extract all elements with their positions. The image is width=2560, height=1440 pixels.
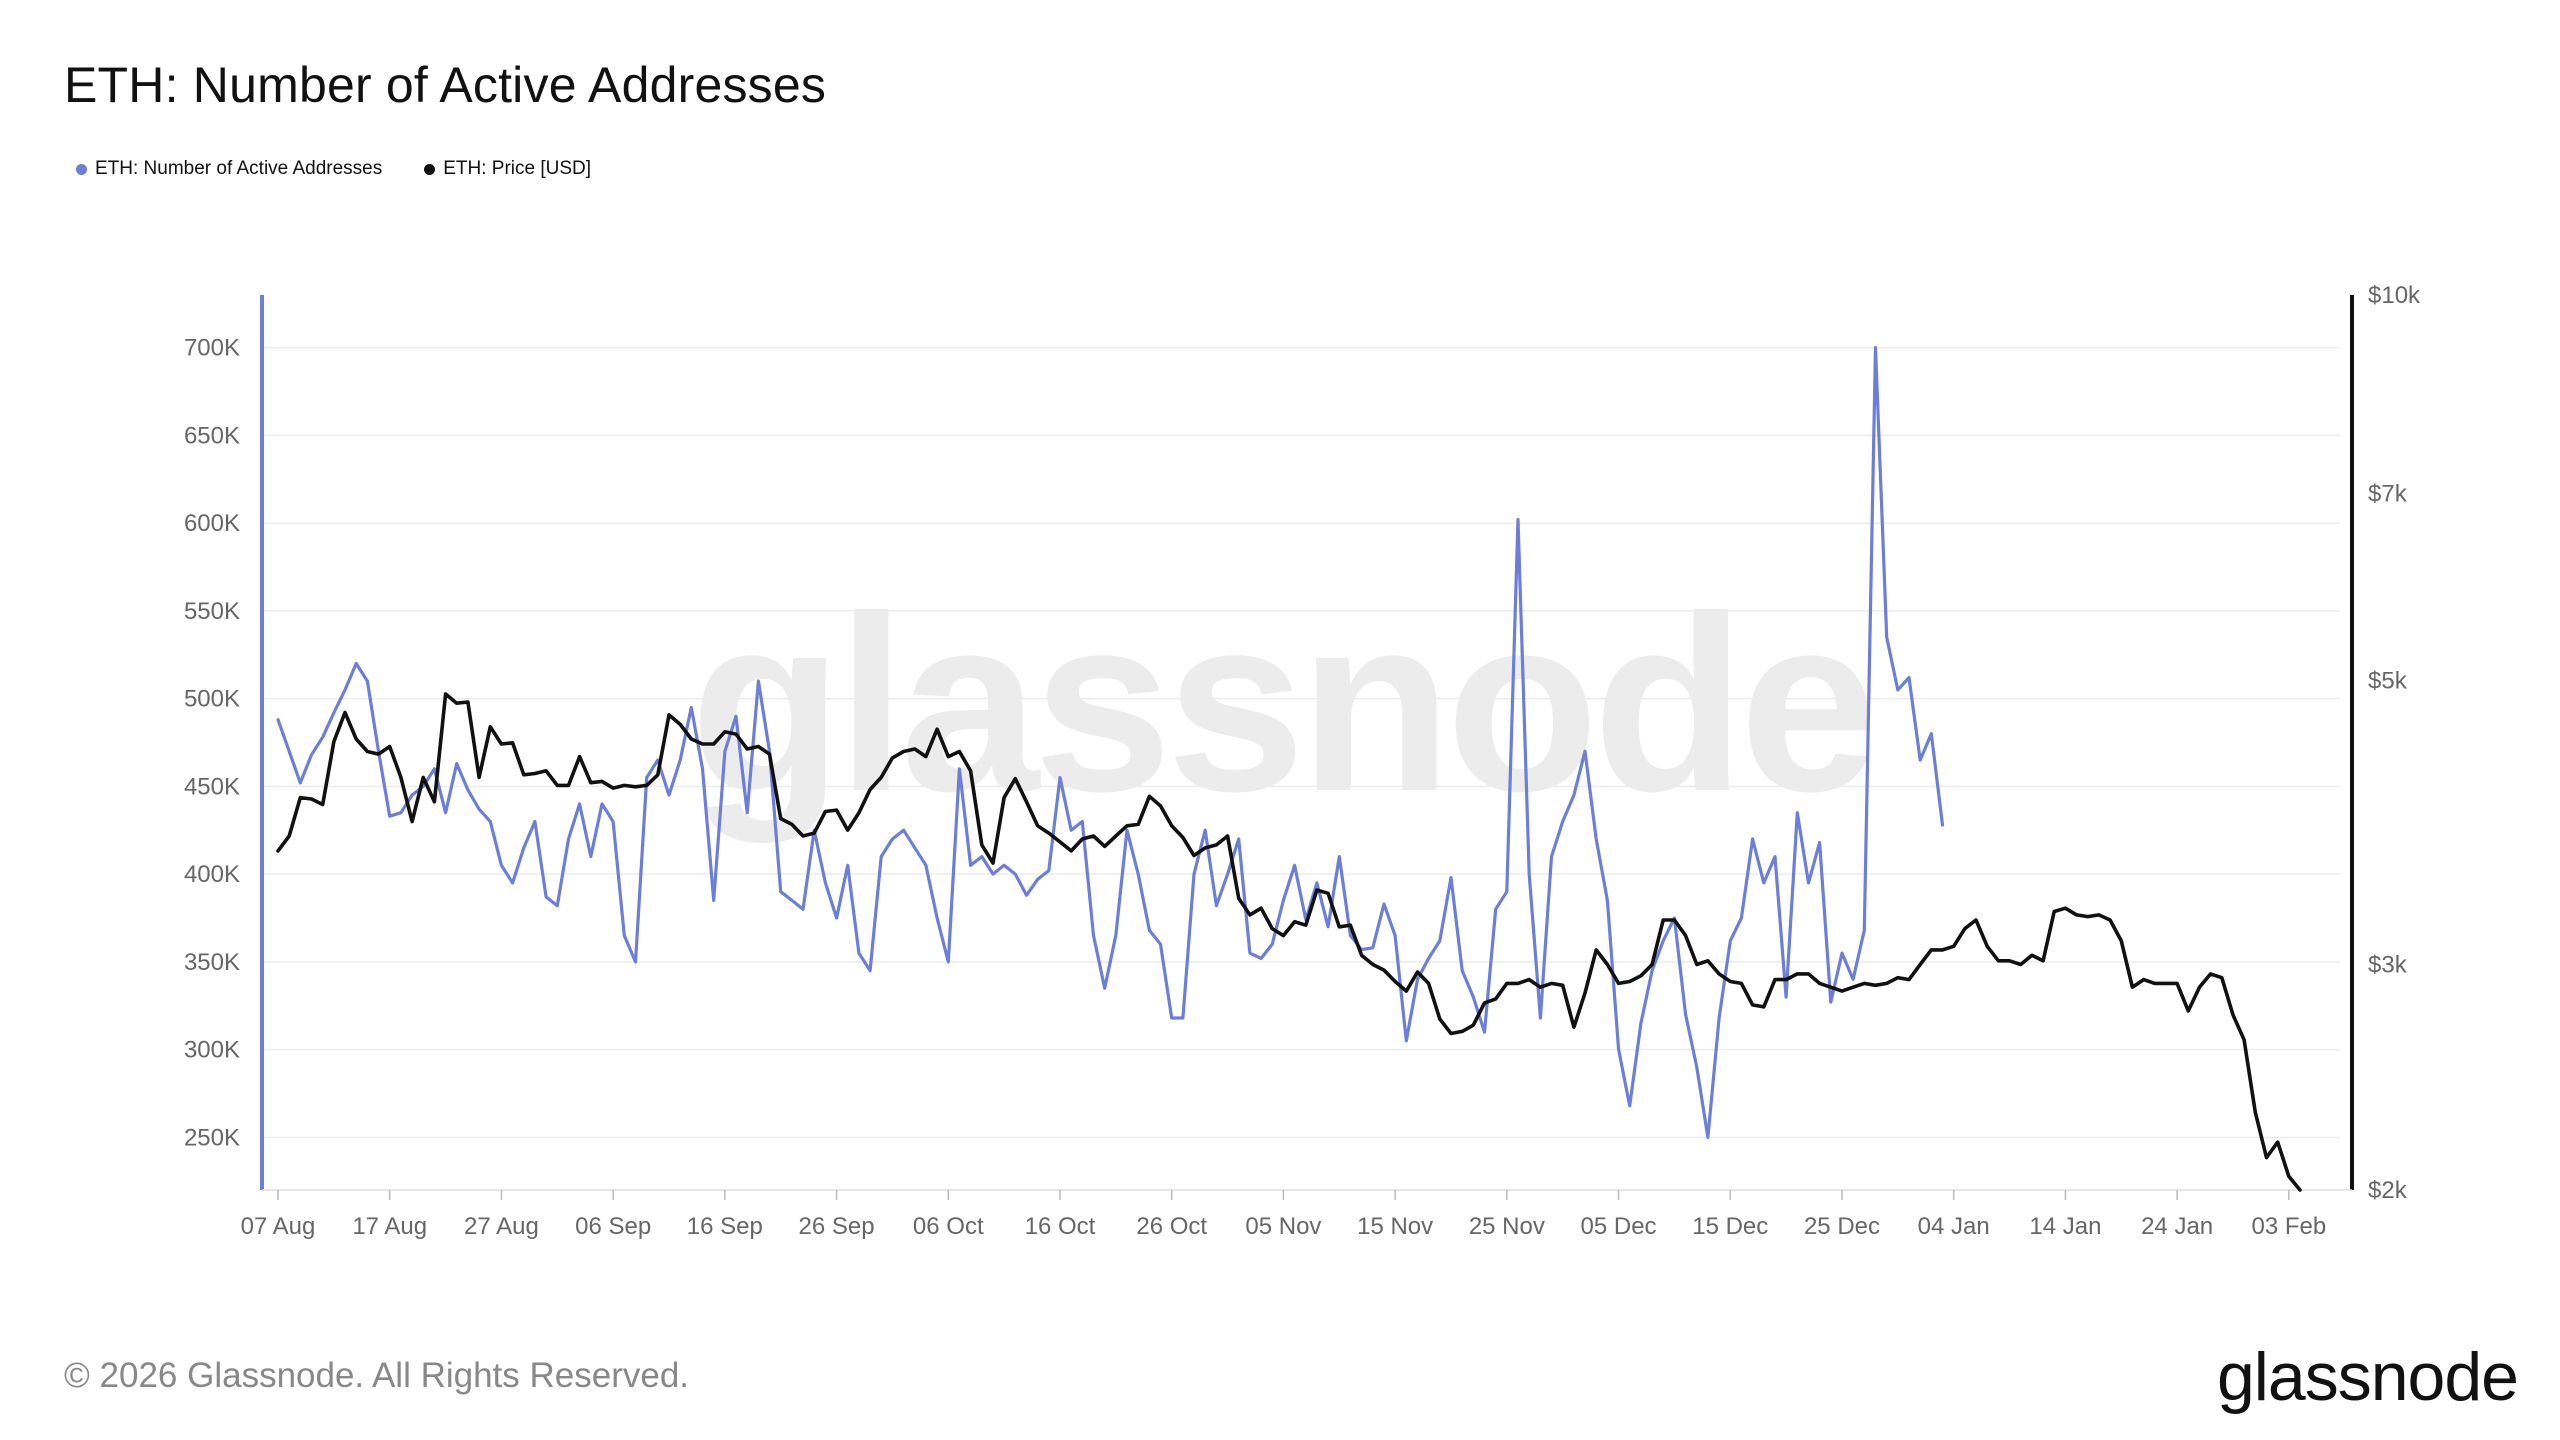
y-left-tick-label: 700K xyxy=(184,335,240,362)
x-tick-label: 14 Jan xyxy=(2029,1213,2101,1240)
y-right-tick-label: $7k xyxy=(2368,480,2408,507)
legend-label: ETH: Price [USD] xyxy=(443,158,592,179)
x-tick-label: 26 Oct xyxy=(1136,1213,1207,1240)
x-tick-label: 05 Dec xyxy=(1581,1213,1657,1240)
y-left-tick-label: 550K xyxy=(184,598,240,625)
y-right-tick-label: $2k xyxy=(2368,1177,2408,1204)
x-tick-label: 05 Nov xyxy=(1245,1213,1321,1240)
y-left-tick-label: 500K xyxy=(184,686,240,713)
legend-dot-icon xyxy=(76,163,87,175)
x-tick-label: 26 Sep xyxy=(799,1213,875,1240)
x-tick-label: 16 Oct xyxy=(1025,1213,1096,1240)
legend-dot-icon xyxy=(424,163,436,175)
x-tick-label: 15 Dec xyxy=(1692,1213,1768,1240)
x-tick-label: 07 Aug xyxy=(241,1213,316,1240)
y-right-tick-label: $10k xyxy=(2368,282,2421,309)
y-left-tick-label: 450K xyxy=(184,773,240,800)
x-tick-label: 06 Oct xyxy=(913,1213,984,1240)
x-tick-label: 24 Jan xyxy=(2141,1213,2213,1240)
legend-item-price[interactable]: ETH: Price [USD] xyxy=(424,158,591,180)
y-left-tick-label: 650K xyxy=(184,422,240,449)
x-tick-label: 06 Sep xyxy=(575,1213,651,1240)
y-right-tick-label: $3k xyxy=(2368,952,2408,979)
y-left-tick-label: 250K xyxy=(184,1124,240,1151)
chart-title: ETH: Number of Active Addresses xyxy=(64,57,827,113)
glassnode-logo: glassnode xyxy=(2216,1339,2519,1415)
legend: ETH: Number of Active Addresses ETH: Pri… xyxy=(76,158,591,180)
legend-item-active-addresses[interactable]: ETH: Number of Active Addresses xyxy=(76,158,382,180)
legend-label: ETH: Number of Active Addresses xyxy=(95,158,383,179)
y-left-tick-label: 400K xyxy=(184,861,240,888)
x-tick-label: 27 Aug xyxy=(464,1213,539,1240)
x-tick-label: 03 Feb xyxy=(2251,1213,2326,1240)
y-left-tick-label: 600K xyxy=(184,510,240,537)
x-tick-label: 04 Jan xyxy=(1918,1213,1990,1240)
y-right-tick-label: $5k xyxy=(2368,667,2408,694)
y-left-tick-label: 300K xyxy=(184,1037,240,1064)
copyright-text: © 2026 Glassnode. All Rights Reserved. xyxy=(64,1356,690,1395)
x-tick-label: 16 Sep xyxy=(687,1213,763,1240)
x-tick-label: 17 Aug xyxy=(352,1213,427,1240)
x-tick-label: 15 Nov xyxy=(1357,1213,1433,1240)
x-tick-label: 25 Dec xyxy=(1804,1213,1880,1240)
series-line-active-addresses xyxy=(276,346,1945,1139)
y-left-tick-label: 350K xyxy=(184,949,240,976)
series-line-price xyxy=(276,692,2302,1192)
x-tick-label: 25 Nov xyxy=(1469,1213,1545,1240)
